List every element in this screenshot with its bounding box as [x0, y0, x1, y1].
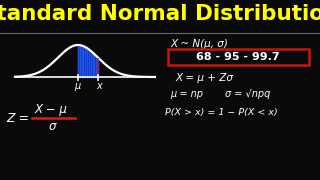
Text: μ = np: μ = np	[170, 89, 203, 99]
Text: μ: μ	[74, 81, 80, 91]
Text: x: x	[96, 81, 102, 91]
Text: X − μ: X − μ	[34, 103, 67, 116]
Text: 68 - 95 - 99.7: 68 - 95 - 99.7	[196, 51, 280, 62]
Text: Standard Normal Distribution: Standard Normal Distribution	[0, 4, 320, 24]
Text: σ = √npq: σ = √npq	[225, 89, 270, 99]
Text: Z =: Z =	[6, 111, 29, 125]
Text: P(X > x) = 1 − P(X < x): P(X > x) = 1 − P(X < x)	[165, 107, 278, 116]
Text: X = μ + Zσ: X = μ + Zσ	[175, 73, 233, 83]
Text: X ~ N(μ, σ): X ~ N(μ, σ)	[170, 39, 228, 49]
Text: σ: σ	[48, 120, 56, 134]
